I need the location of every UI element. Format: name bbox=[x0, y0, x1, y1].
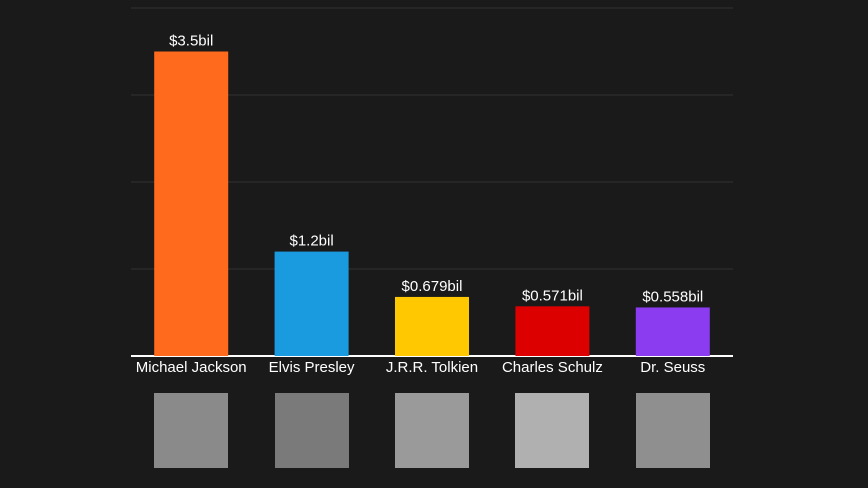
photo bbox=[395, 393, 469, 468]
value-label: $0.558bil bbox=[642, 288, 703, 305]
x-tick-label: Dr. Seuss bbox=[640, 359, 705, 376]
value-label: $0.679bil bbox=[402, 278, 463, 295]
bar bbox=[274, 251, 349, 356]
value-label: $0.571bil bbox=[522, 287, 583, 304]
x-tick-label: J.R.R. Tolkien bbox=[386, 359, 478, 376]
bar bbox=[515, 306, 590, 356]
photos bbox=[154, 393, 710, 468]
photo bbox=[515, 393, 589, 468]
photo bbox=[636, 393, 710, 468]
x-tick-label: Elvis Presley bbox=[269, 359, 355, 376]
photo bbox=[154, 393, 228, 468]
value-label: $1.2bil bbox=[289, 233, 333, 250]
bar bbox=[635, 307, 710, 356]
photo bbox=[275, 393, 349, 468]
x-tick-label: Michael Jackson bbox=[136, 359, 247, 376]
bar bbox=[154, 51, 229, 356]
value-label: $3.5bil bbox=[169, 32, 213, 49]
bar bbox=[395, 296, 469, 356]
x-tick-label: Charles Schulz bbox=[502, 359, 603, 376]
